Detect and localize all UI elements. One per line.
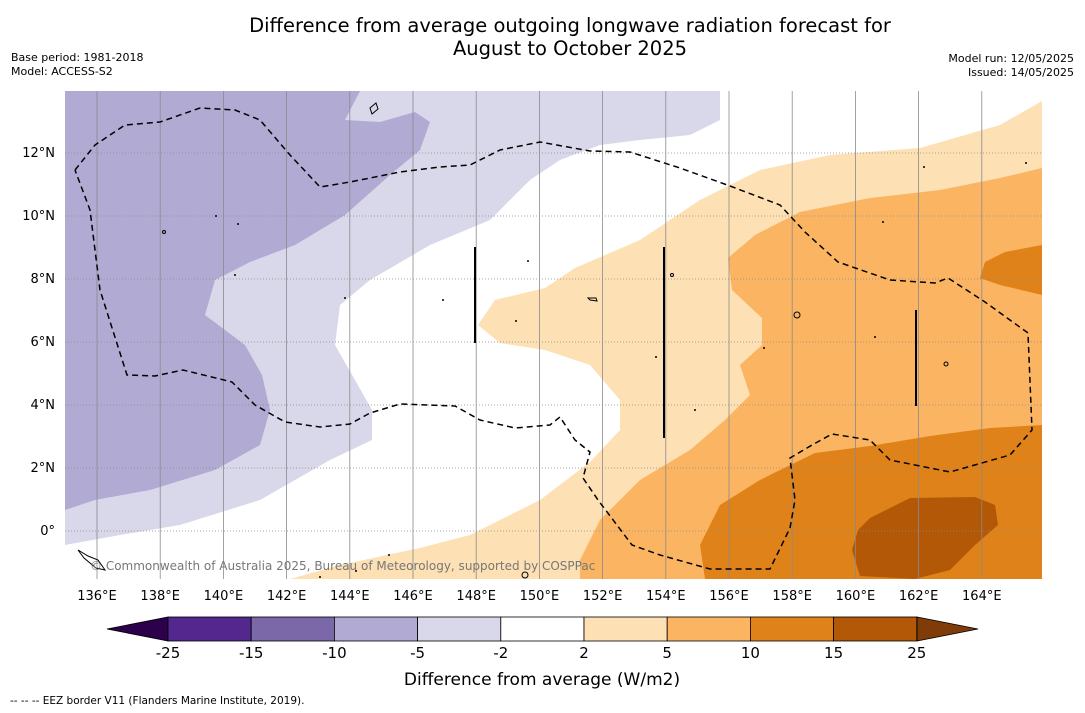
island-dot [655,356,657,358]
colorbar-under-arrow [106,616,169,642]
lon-tick-label: 160°E [836,589,876,604]
lon-tick-label: 142°E [267,589,307,604]
lon-tick-label: 154°E [646,589,686,604]
colorbar-box [750,616,835,642]
lon-tick-label: 164°E [962,589,1002,604]
island-dot [237,223,239,225]
ocean-anomaly-medium-purple [65,91,430,510]
ocean-anomaly-deep-orange [852,497,998,579]
island-yap [162,230,166,234]
meta-right: Model run: 12/05/2025 Issued: 14/05/2025 [948,52,1074,80]
base-period: Base period: 1981-2018 [11,51,144,64]
colorbar-ticks: -25 -15 -10 -5 -2 2 5 10 15 25 [156,644,927,662]
lon-tick-label: 140°E [204,589,244,604]
map-plot-area: © Commonwealth of Australia 2025, Bureau… [65,91,1042,579]
colorbar-boxes [167,616,918,642]
lat-tick-label: 10°N [22,209,55,224]
colorbar-tick-label: -5 [410,644,425,662]
colorbar-tick-label: 2 [579,644,589,662]
lon-tick-label: 156°E [709,589,749,604]
eez-borders [74,107,1033,570]
colorbar-box [417,616,502,642]
colorbar-box [666,616,751,642]
lon-tick-label: 148°E [456,589,496,604]
title-line-2: August to October 2025 [452,37,688,60]
model-run: Model run: 12/05/2025 [948,52,1074,65]
island-dot [763,347,765,349]
island-kosrae [943,361,949,367]
copyright-watermark: © Commonwealth of Australia 2025, Bureau… [90,559,595,573]
colorbar-tick-label: 25 [907,644,926,662]
lon-tick-label: 158°E [772,589,812,604]
island-islet-2 [521,571,529,579]
lon-tick-label: 136°E [77,589,117,604]
lat-tick-label: 4°N [31,398,56,413]
meta-left: Base period: 1981-2018 Model: ACCESS-S2 [11,51,143,79]
island-dot [319,576,321,578]
island-chuuk [586,297,598,302]
island-dot [442,299,444,301]
colorbar: -25 -15 -10 -5 -2 2 5 10 15 25 Difference from av… [106,616,979,690]
eez-footnote: -- -- -- EEZ border V11 (Flanders Marine… [10,695,305,707]
ocean-anomaly-dark-orange-east [980,245,1042,295]
lat-tick-label: 2°N [31,461,56,476]
lat-tick-label: 12°N [22,146,55,161]
island-dot [234,274,236,276]
island-dot [388,554,390,556]
colorbar-box [333,616,418,642]
title-line-1: Difference from average outgoing longwav… [249,14,891,37]
islands [77,102,949,579]
island-north [369,102,379,115]
colorbar-over-arrow [916,616,979,642]
lon-tick-label: 162°E [899,589,939,604]
island-dot [527,260,529,262]
colorbar-tick-label: -15 [239,644,264,662]
longitude-labels: 136°E 138°E 140°E 142°E 144°E 146°E 148°E 150°E… [77,589,1001,604]
eez-border-palau-fsm [74,107,1033,570]
lat-tick-label: 6°N [31,335,56,350]
colorbar-box [250,616,335,642]
lat-tick-label: 8°N [31,272,56,287]
colorbar-box [167,616,252,642]
island-png-coast [77,549,107,571]
issued-date: Issued: 14/05/2025 [967,66,1074,79]
colorbar-tick-label: 5 [662,644,672,662]
colorbar-tick-label: -2 [493,644,508,662]
colorbar-tick-label: -10 [322,644,347,662]
island-pohnpei [793,311,801,319]
island-dot [355,570,357,572]
island-islet-1 [670,273,674,277]
island-dot [215,215,217,217]
island-dot [882,221,884,223]
island-dot [694,409,696,411]
lat-tick-label: 0° [40,524,55,539]
model-name: Model: ACCESS-S2 [11,65,113,78]
island-dot [344,297,346,299]
colorbar-tick-label: 15 [824,644,843,662]
longitude-segments [474,247,917,438]
lon-tick-label: 152°E [583,589,623,604]
colorbar-box [500,616,585,642]
island-dot [515,320,517,322]
latitude-labels: 12°N 10°N 8°N 6°N 4°N 2°N 0° [22,146,55,539]
lon-tick-label: 144°E [330,589,370,604]
island-dot [1025,162,1027,164]
island-dot [923,166,925,168]
colorbar-box [833,616,918,642]
colorbar-label: Difference from average (W/m2) [404,670,680,690]
colorbar-tick-label: 10 [741,644,760,662]
colorbar-tick-label: -25 [156,644,181,662]
map-gridlines [65,91,1042,579]
island-dot [874,336,876,338]
chart-title: Difference from average outgoing longwav… [0,14,1085,60]
island-dots [215,162,1027,578]
lon-tick-label: 138°E [140,589,180,604]
colorbar-box [583,616,668,642]
lon-tick-label: 146°E [393,589,433,604]
lon-tick-label: 150°E [520,589,560,604]
